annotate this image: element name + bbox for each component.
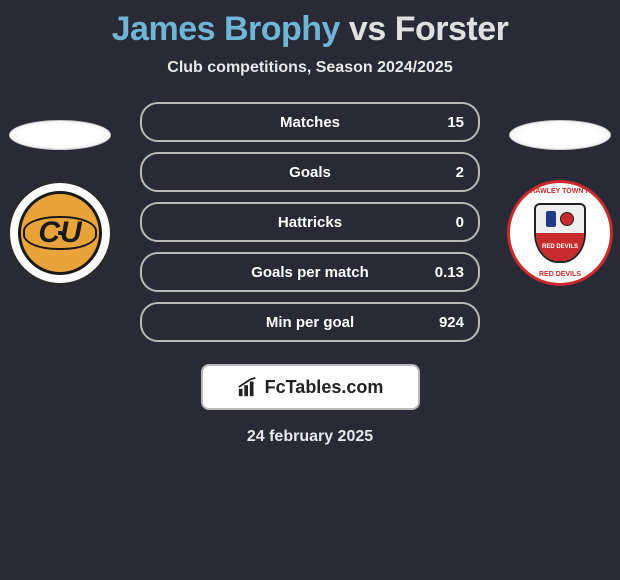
right-club-ring-top: CRAWLEY TOWN FC [510, 188, 610, 195]
player1-avatar-placeholder [9, 120, 111, 150]
stat-value-right: 15 [447, 114, 464, 131]
player2-name: Forster [395, 10, 509, 48]
page-title: James Brophy vs Forster [0, 0, 620, 49]
brand-badge[interactable]: FcTables.com [201, 364, 420, 410]
stat-row-hattricks: Hattricks 0 [140, 202, 480, 242]
stat-row-goals-per-match: Goals per match 0.13 [140, 252, 480, 292]
stats-list: Matches 15 Goals 2 Hattricks 0 Goals per… [140, 102, 480, 342]
subtitle: Club competitions, Season 2024/2025 [0, 59, 620, 77]
stat-label: Hattricks [142, 214, 478, 231]
right-club-shield: RED DEVILS [534, 203, 586, 263]
bar-chart-icon [237, 376, 259, 398]
vs-label: vs [349, 10, 386, 48]
right-club-ring-bottom: RED DEVILS [510, 271, 610, 278]
date-label: 24 february 2025 [0, 428, 620, 446]
stat-label: Goals [142, 164, 478, 181]
comparison-card: James Brophy vs Forster Club competition… [0, 0, 620, 580]
stat-value-right: 0 [456, 214, 464, 231]
stat-row-min-per-goal: Min per goal 924 [140, 302, 480, 342]
brand-text: FcTables.com [265, 377, 384, 398]
left-player-block: CU [0, 120, 120, 286]
right-club-shield-text: RED DEVILS [536, 233, 584, 261]
stat-label: Min per goal [142, 314, 478, 331]
stat-row-matches: Matches 15 [140, 102, 480, 142]
stat-value-right: 924 [439, 314, 464, 331]
player2-avatar-placeholder [509, 120, 611, 150]
right-club-badge: CRAWLEY TOWN FC RED DEVILS RED DEVILS [507, 180, 613, 286]
stat-label: Matches [142, 114, 478, 131]
left-club-badge: CU [7, 180, 113, 286]
player1-name: James Brophy [112, 10, 340, 48]
stat-label: Goals per match [142, 264, 478, 281]
right-player-block: CRAWLEY TOWN FC RED DEVILS RED DEVILS [500, 120, 620, 286]
stat-value-right: 2 [456, 164, 464, 181]
stat-value-right: 0.13 [435, 264, 464, 281]
left-club-badge-text: CU [18, 191, 102, 275]
stat-row-goals: Goals 2 [140, 152, 480, 192]
